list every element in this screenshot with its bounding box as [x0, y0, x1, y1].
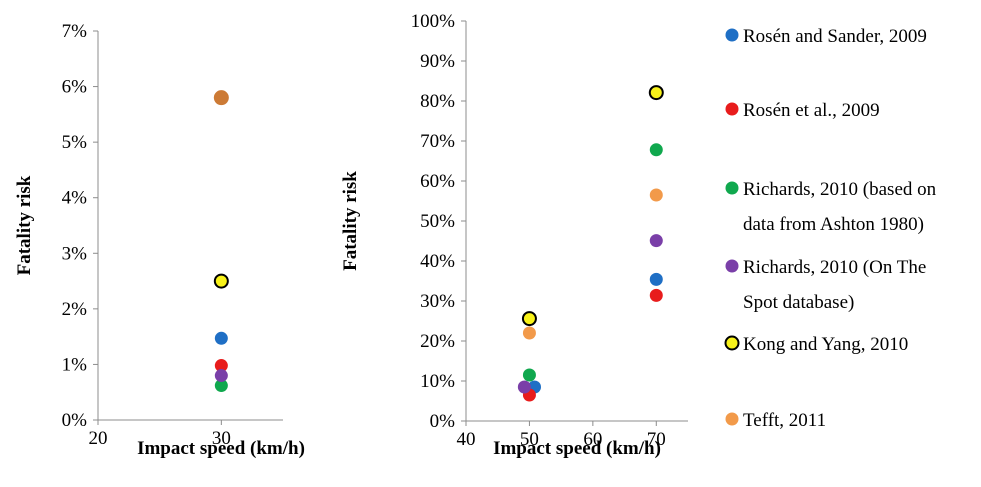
y-axis-title: Fatality risk — [14, 175, 35, 275]
legend-label: Rosén et al., 2009 — [743, 100, 880, 121]
x-tick-label: 60 — [583, 429, 602, 450]
legend-marker — [725, 181, 739, 195]
legend: Rosén and Sander, 2009 Rosén et al., 2009… — [724, 26, 937, 431]
legend-marker — [725, 28, 739, 42]
data-point — [213, 90, 229, 106]
legend-label: Richards, 2010 (based on — [743, 179, 937, 200]
legend-marker — [725, 102, 739, 116]
y-tick-label: 90% — [420, 51, 455, 72]
y-tick-label: 20% — [420, 331, 455, 352]
data-point — [648, 85, 664, 101]
y-tick-label: 10% — [420, 371, 455, 392]
legend-label: Richards, 2010 (On The — [743, 257, 926, 278]
y-tick-label: 50% — [420, 211, 455, 232]
y-tick-label: 0% — [62, 410, 88, 431]
y-tick-label: 30% — [420, 291, 455, 312]
legend-label: Spot database) — [743, 292, 854, 313]
legend-label: Tefft, 2011 — [743, 410, 826, 431]
chart-40-75kmh: 0% 10% 20% 30% 40% 50% 60% 70% 80% 90% 100% 40 50 60 7… — [340, 11, 688, 459]
legend-label: Kong and Yang, 2010 — [743, 334, 908, 355]
legend-marker — [724, 335, 740, 351]
legend-label: data from Ashton 1980) — [743, 214, 924, 235]
y-tick-label: 5% — [62, 132, 88, 153]
legend-label: Rosén and Sander, 2009 — [743, 26, 927, 47]
data-point — [649, 234, 663, 248]
x-tick-label: 50 — [520, 429, 539, 450]
data-point — [649, 143, 663, 157]
data-point — [214, 331, 228, 345]
data-point — [213, 273, 229, 289]
y-tick-label: 40% — [420, 251, 455, 272]
x-tick-label: 70 — [647, 429, 666, 450]
x-axis-title: Impact speed (km/h) — [137, 438, 305, 459]
y-tick-label: 3% — [62, 243, 88, 264]
y-tick-label: 70% — [420, 131, 455, 152]
y-tick-label: 2% — [62, 299, 88, 320]
data-point — [649, 288, 663, 302]
y-tick-label: 4% — [62, 188, 88, 209]
y-tick-label: 7% — [62, 21, 88, 42]
x-axis-title: Impact speed (km/h) — [493, 438, 661, 459]
x-tick-label: 20 — [89, 428, 108, 449]
data-point — [521, 311, 537, 327]
y-tick-label: 60% — [420, 171, 455, 192]
y-tick-label: 0% — [430, 411, 456, 432]
data-point — [649, 272, 663, 286]
x-tick-label: 40 — [457, 429, 476, 450]
legend-marker — [725, 412, 739, 426]
y-tick-label: 6% — [62, 77, 88, 98]
data-point — [517, 380, 531, 394]
data-point — [214, 369, 228, 383]
data-point — [214, 379, 228, 393]
legend-marker — [725, 259, 739, 273]
data-point — [214, 359, 228, 373]
y-tick-label: 100% — [411, 11, 456, 32]
y-tick-label: 80% — [420, 91, 455, 112]
data-point — [522, 368, 536, 382]
x-tick-label: 30 — [212, 428, 231, 449]
y-axis-title: Fatality risk — [340, 171, 361, 271]
data-point — [522, 326, 536, 340]
data-point — [649, 188, 663, 202]
y-tick-label: 1% — [62, 354, 88, 375]
